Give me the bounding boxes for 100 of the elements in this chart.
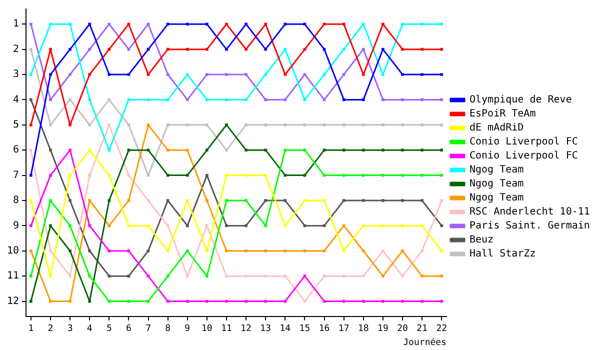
y-tick-label: 8 [13, 195, 20, 206]
x-tick-label: 16 [318, 324, 330, 334]
point [127, 199, 130, 202]
point [108, 224, 111, 228]
point [303, 274, 306, 278]
point [146, 73, 150, 76]
y-tick-label: 3 [13, 69, 20, 80]
point [49, 174, 52, 177]
point [127, 73, 130, 76]
point [68, 224, 72, 228]
legend-label: RSC Anderlecht 10-11 [470, 206, 590, 218]
point [440, 274, 444, 278]
point [127, 123, 130, 126]
point [303, 199, 306, 202]
point [88, 199, 92, 202]
x-tick-label: 4 [86, 324, 92, 334]
x-tick-label: 20 [397, 324, 408, 334]
point [68, 48, 72, 51]
point [440, 98, 444, 102]
point [362, 98, 365, 102]
point [342, 199, 346, 202]
point [322, 199, 326, 202]
point [166, 199, 170, 202]
point [108, 48, 111, 51]
point [146, 148, 150, 152]
point [342, 274, 346, 278]
point [401, 174, 404, 177]
point [362, 249, 365, 252]
point [440, 73, 444, 76]
point [284, 98, 287, 102]
point [342, 123, 346, 126]
point [186, 148, 189, 152]
point [284, 174, 287, 177]
point [264, 48, 268, 51]
point [88, 274, 92, 278]
point [420, 48, 424, 51]
point [225, 249, 228, 252]
point [284, 48, 287, 51]
point [284, 224, 287, 228]
point [108, 73, 111, 76]
point [30, 174, 32, 177]
legend-label: Ngog Team [470, 164, 524, 176]
x-tick-label: 15 [299, 324, 310, 334]
y-tick-label: 11 [6, 270, 20, 282]
point [244, 148, 248, 152]
legend-label: Conio Liverpool FC [470, 150, 578, 162]
legend-label: Paris Saint. Germain [470, 220, 590, 232]
x-tick-label: 8 [165, 324, 171, 334]
y-tick-label: 9 [13, 220, 20, 232]
point [322, 73, 326, 76]
point [166, 148, 170, 152]
x-tick-label: 7 [146, 324, 151, 334]
x-tick-label: 9 [184, 324, 190, 334]
point [401, 48, 404, 51]
point [206, 174, 208, 177]
x-tick-label: 2 [48, 324, 54, 334]
point [284, 249, 287, 252]
point [362, 73, 365, 76]
point [284, 123, 287, 126]
y-tick-label: 12 [6, 296, 20, 307]
point [166, 249, 170, 252]
point [342, 148, 346, 152]
legend-label: Hall StarZz [470, 248, 536, 260]
point [186, 22, 189, 26]
point [88, 174, 92, 177]
point [362, 148, 365, 152]
point [303, 148, 306, 152]
point [146, 123, 150, 126]
point [420, 174, 424, 177]
point [440, 224, 444, 228]
point [244, 224, 248, 228]
y-tick-label: 6 [13, 144, 20, 156]
point [88, 300, 92, 303]
x-tick-label: 6 [126, 324, 132, 334]
x-tick-label: 3 [67, 324, 73, 334]
point [440, 249, 444, 252]
x-tick-label: 10 [202, 324, 212, 334]
point [284, 300, 287, 303]
point [382, 48, 384, 51]
point [30, 224, 32, 228]
point [382, 98, 384, 102]
point [264, 22, 268, 26]
point [30, 98, 32, 102]
point [382, 300, 384, 303]
point [49, 98, 52, 102]
point [264, 148, 268, 152]
point [88, 98, 92, 102]
point [284, 73, 287, 76]
legend-label: Olympique de Reve [470, 94, 572, 106]
legend-label: dE mAdRiD [470, 122, 524, 134]
point [303, 73, 306, 76]
point [382, 148, 384, 152]
point [225, 98, 228, 102]
point [420, 148, 424, 152]
point [186, 48, 189, 51]
point [30, 148, 32, 152]
point [420, 98, 424, 102]
point [166, 73, 170, 76]
x-tick-label: 12 [240, 324, 252, 334]
point [127, 274, 130, 278]
